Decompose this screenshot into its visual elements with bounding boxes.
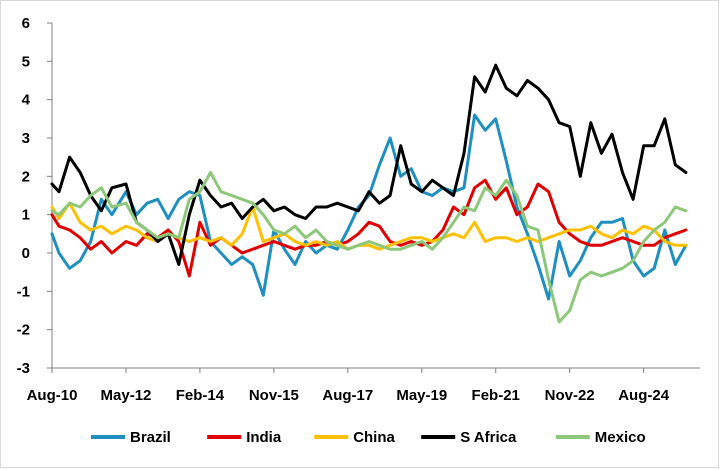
legend-label: Brazil: [130, 429, 171, 446]
x-tick-label: May-12: [101, 387, 152, 404]
y-tick-label: 2: [22, 168, 30, 185]
y-tick-label: 3: [22, 130, 30, 147]
legend: Brazil India China S Africa Mexico: [91, 429, 646, 446]
y-tick-label: -2: [17, 322, 30, 339]
x-tick-label: Feb-14: [176, 387, 225, 404]
x-tick-label: Aug-10: [27, 387, 78, 404]
legend-label: S Africa: [460, 429, 517, 446]
x-tick-label: Aug-24: [618, 387, 669, 404]
x-axis: Aug-10 May-12 Feb-14 Nov-15 Aug-17 May-19 Feb-…: [27, 367, 700, 404]
y-tick-label: 5: [22, 53, 30, 70]
x-tick-label: Nov-22: [545, 387, 595, 404]
x-tick-label: May-19: [396, 387, 447, 404]
legend-label: Mexico: [595, 429, 646, 446]
x-tick-label: Aug-17: [322, 387, 373, 404]
x-tick-label: Nov-15: [249, 387, 299, 404]
y-tick-label: -3: [17, 360, 30, 377]
series-line-s-africa: [50, 63, 688, 266]
legend-label: India: [246, 429, 282, 446]
series-lines: [50, 63, 688, 324]
y-tick-label: 1: [22, 207, 30, 224]
y-tick-label: 0: [22, 245, 30, 262]
x-tick-label: Feb-21: [472, 387, 520, 404]
y-tick-label: -1: [17, 283, 30, 300]
y-tick-label: 6: [22, 15, 30, 32]
y-tick-label: 4: [22, 92, 31, 109]
series-line-brazil: [50, 113, 688, 301]
legend-label: China: [353, 429, 395, 446]
y-axis: -3 -2 -1 0 1 2 3 4 5 6: [17, 15, 53, 377]
series-line-mexico: [50, 171, 688, 324]
